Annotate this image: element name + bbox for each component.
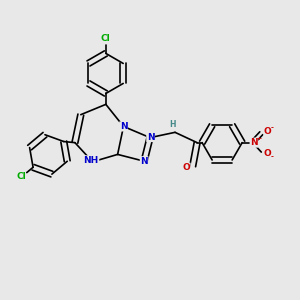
Text: +: +	[256, 136, 262, 141]
Text: O: O	[182, 163, 190, 172]
Text: Cl: Cl	[17, 172, 27, 181]
Text: N: N	[120, 122, 127, 131]
Text: NH: NH	[83, 156, 99, 165]
Text: -: -	[271, 125, 274, 131]
Text: -: -	[271, 154, 274, 160]
Text: N: N	[140, 157, 148, 166]
Text: Cl: Cl	[101, 34, 111, 43]
Text: N: N	[147, 133, 154, 142]
Text: H: H	[169, 120, 176, 129]
Text: O: O	[264, 127, 272, 136]
Text: N: N	[250, 138, 258, 147]
Text: O: O	[264, 149, 272, 158]
